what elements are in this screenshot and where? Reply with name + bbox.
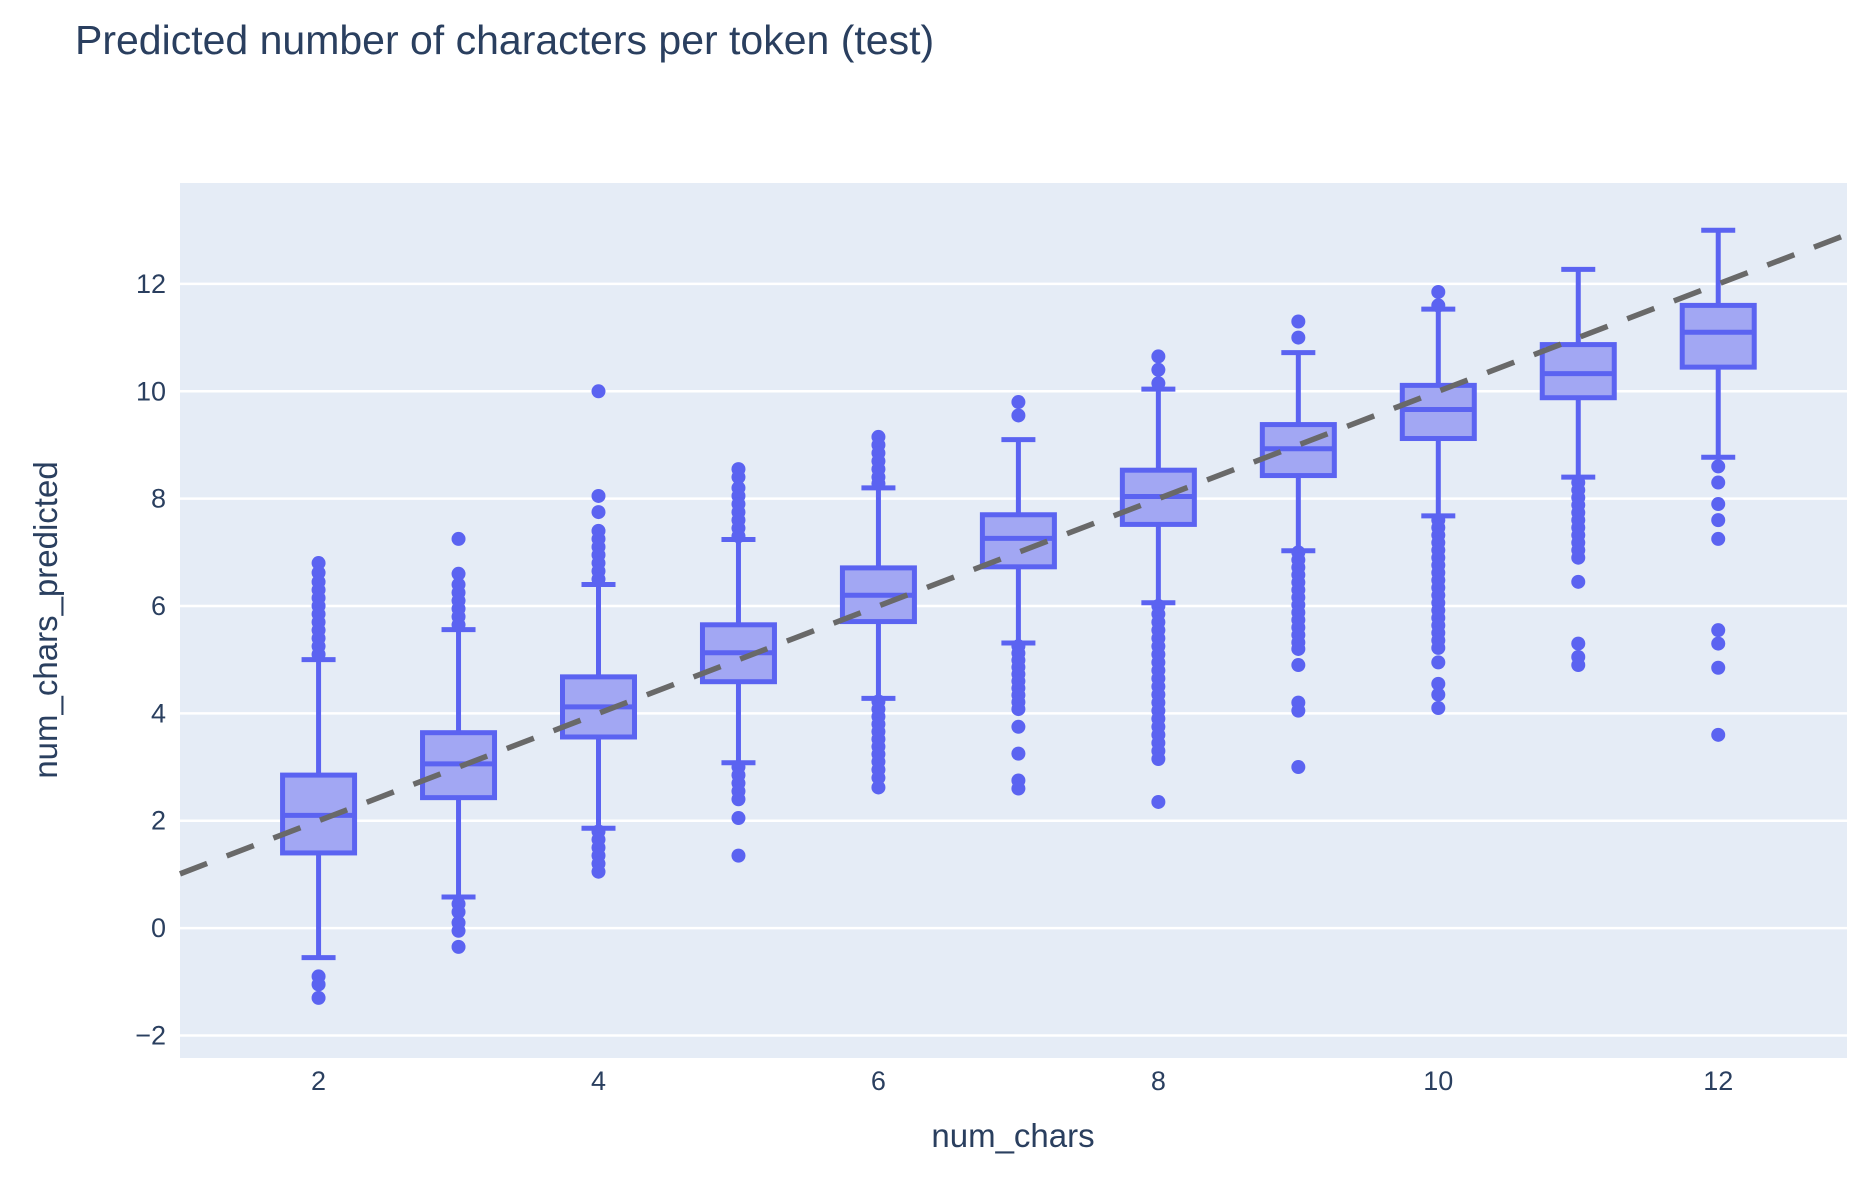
outlier-dot bbox=[1151, 349, 1166, 364]
y-tick-label-8: 8 bbox=[151, 484, 166, 514]
x-tick-label-10: 10 bbox=[1423, 1066, 1453, 1096]
box-plot-x-8 bbox=[1119, 349, 1197, 809]
outlier-dot bbox=[731, 470, 746, 485]
y-tick-label-12: 12 bbox=[136, 269, 166, 299]
x-tick-label-8: 8 bbox=[1151, 1066, 1166, 1096]
outlier-dot bbox=[1571, 636, 1586, 651]
y-axis-title: num_chars_predicted bbox=[27, 461, 64, 778]
y-tick-label-4: 4 bbox=[151, 698, 166, 728]
outlier-dot bbox=[591, 572, 606, 587]
outlier-dot bbox=[1291, 760, 1306, 775]
outlier-dot bbox=[1711, 727, 1726, 742]
outlier-dot bbox=[1291, 314, 1306, 329]
y-tick-label-6: 6 bbox=[151, 591, 166, 621]
y-tick-label-10: 10 bbox=[136, 376, 166, 406]
outlier-dot bbox=[451, 531, 466, 546]
y-tick-label--2: −2 bbox=[135, 1020, 166, 1050]
outlier-dot bbox=[1711, 459, 1726, 474]
outlier-dot bbox=[451, 617, 466, 632]
y-tick-label-2: 2 bbox=[151, 806, 166, 836]
outlier-dot bbox=[1571, 658, 1586, 673]
box-plot-x-6 bbox=[839, 429, 917, 795]
plot-area bbox=[180, 183, 1847, 1058]
outlier-dot bbox=[871, 476, 886, 491]
outlier-dot bbox=[871, 780, 886, 795]
x-axis-title: num_chars bbox=[931, 1117, 1094, 1154]
outlier-dot bbox=[451, 923, 466, 938]
outlier-dot bbox=[1711, 475, 1726, 490]
outlier-dot bbox=[591, 864, 606, 879]
outlier-dot bbox=[1151, 794, 1166, 809]
outlier-dot bbox=[1571, 574, 1586, 589]
outlier-dot bbox=[1711, 623, 1726, 638]
y-tick-label-0: 0 bbox=[151, 913, 166, 943]
box-trace-layer bbox=[280, 227, 1757, 1005]
box-plot-x-12 bbox=[1679, 227, 1757, 742]
outlier-dot bbox=[1011, 395, 1026, 410]
outlier-dot bbox=[451, 566, 466, 581]
outlier-dot bbox=[1011, 702, 1026, 717]
outlier-dot bbox=[311, 647, 326, 662]
outlier-dot bbox=[1431, 655, 1446, 670]
box-plot-x-3 bbox=[420, 531, 498, 954]
box-plot-x-7 bbox=[979, 395, 1057, 796]
x-tick-label-4: 4 bbox=[591, 1066, 606, 1096]
box-plot-x-11 bbox=[1539, 266, 1617, 673]
outlier-dot bbox=[1431, 687, 1446, 702]
box-plot-x-9 bbox=[1259, 314, 1337, 775]
outlier-dot bbox=[731, 848, 746, 863]
outlier-dot bbox=[311, 556, 326, 571]
outlier-dot bbox=[1291, 641, 1306, 656]
outlier-dot bbox=[1711, 497, 1726, 512]
outlier-dot bbox=[1151, 362, 1166, 377]
iqr-box bbox=[1679, 302, 1757, 370]
box-plot-x-4 bbox=[559, 384, 637, 879]
box-plot-x-10 bbox=[1399, 284, 1477, 715]
outlier-dot bbox=[591, 384, 606, 399]
outlier-dot bbox=[1011, 781, 1026, 796]
tick-label-layer: −2 0 2 4 6 8 10 12 2 4 6 8 10 12 bbox=[135, 269, 1733, 1096]
outlier-dot bbox=[1431, 640, 1446, 655]
outlier-dot bbox=[1711, 660, 1726, 675]
x-tick-label-6: 6 bbox=[871, 1066, 886, 1096]
plot-background-layer bbox=[180, 183, 1847, 1058]
box-plot-x-2 bbox=[280, 556, 358, 1005]
outlier-dot bbox=[311, 977, 326, 992]
outlier-dot bbox=[451, 904, 466, 919]
outlier-dot bbox=[591, 505, 606, 520]
outlier-dot bbox=[731, 529, 746, 544]
outlier-dot bbox=[311, 990, 326, 1005]
outlier-dot bbox=[1291, 703, 1306, 718]
x-tick-label-2: 2 bbox=[311, 1066, 326, 1096]
outlier-dot bbox=[1011, 719, 1026, 734]
outlier-dot bbox=[1151, 376, 1166, 391]
outlier-dot bbox=[1011, 746, 1026, 761]
outlier-dot bbox=[591, 488, 606, 503]
outlier-dot bbox=[1431, 676, 1446, 691]
outlier-dot bbox=[871, 770, 886, 785]
outlier-dot bbox=[731, 811, 746, 826]
outlier-dot bbox=[1291, 658, 1306, 673]
outlier-dot bbox=[1431, 298, 1446, 313]
outlier-dot bbox=[1011, 408, 1026, 423]
outlier-dot bbox=[1711, 531, 1726, 546]
outlier-dot bbox=[1291, 330, 1306, 345]
outlier-dot bbox=[1711, 636, 1726, 651]
outlier-dot bbox=[1151, 751, 1166, 766]
outlier-dot bbox=[1431, 701, 1446, 715]
x-tick-label-12: 12 bbox=[1703, 1066, 1733, 1096]
outlier-dot bbox=[451, 939, 466, 954]
outlier-dot bbox=[1571, 550, 1586, 565]
outlier-dot bbox=[1711, 513, 1726, 528]
outlier-dot bbox=[731, 792, 746, 807]
outlier-dot bbox=[1431, 284, 1446, 299]
chart-title: Predicted number of characters per token… bbox=[75, 17, 934, 63]
